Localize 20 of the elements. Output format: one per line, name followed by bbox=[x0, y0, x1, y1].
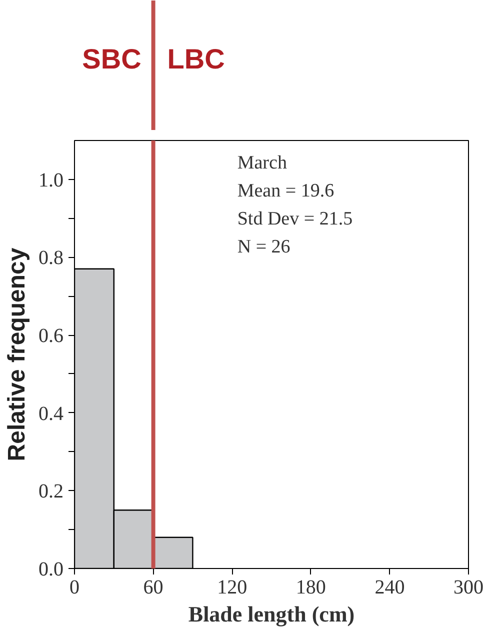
x-tick-label: 120 bbox=[217, 576, 248, 598]
annotation: Std Dev = 21.5 bbox=[237, 208, 353, 230]
y-tick-label: 0.4 bbox=[38, 402, 64, 425]
y-tick-label: 0.6 bbox=[38, 325, 64, 348]
annotation: March bbox=[237, 152, 288, 174]
x-tick-label: 240 bbox=[374, 576, 405, 598]
annotation: N = 26 bbox=[237, 236, 290, 258]
text: LBC bbox=[167, 44, 225, 74]
text: SBC bbox=[82, 44, 142, 74]
y-axis-title: Relative frequency bbox=[4, 247, 30, 462]
x-tick-label: 60 bbox=[143, 576, 164, 598]
x-axis-title: Blade length (cm) bbox=[188, 602, 355, 626]
annotation: Mean = 19.6 bbox=[237, 180, 334, 202]
x-tick-label: 180 bbox=[296, 576, 326, 598]
x-tick-label: 300 bbox=[454, 576, 483, 598]
y-tick-label: 0.0 bbox=[38, 558, 64, 580]
y-tick-label: 1.0 bbox=[38, 169, 64, 192]
y-tick-label: 0.8 bbox=[38, 247, 64, 270]
y-tick-label: 0.2 bbox=[38, 480, 64, 503]
x-tick-label: 0 bbox=[70, 576, 80, 598]
